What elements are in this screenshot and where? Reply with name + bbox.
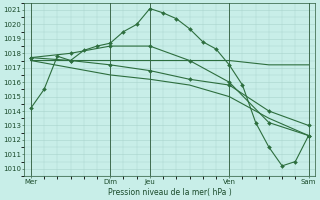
X-axis label: Pression niveau de la mer( hPa ): Pression niveau de la mer( hPa ) bbox=[108, 188, 232, 197]
